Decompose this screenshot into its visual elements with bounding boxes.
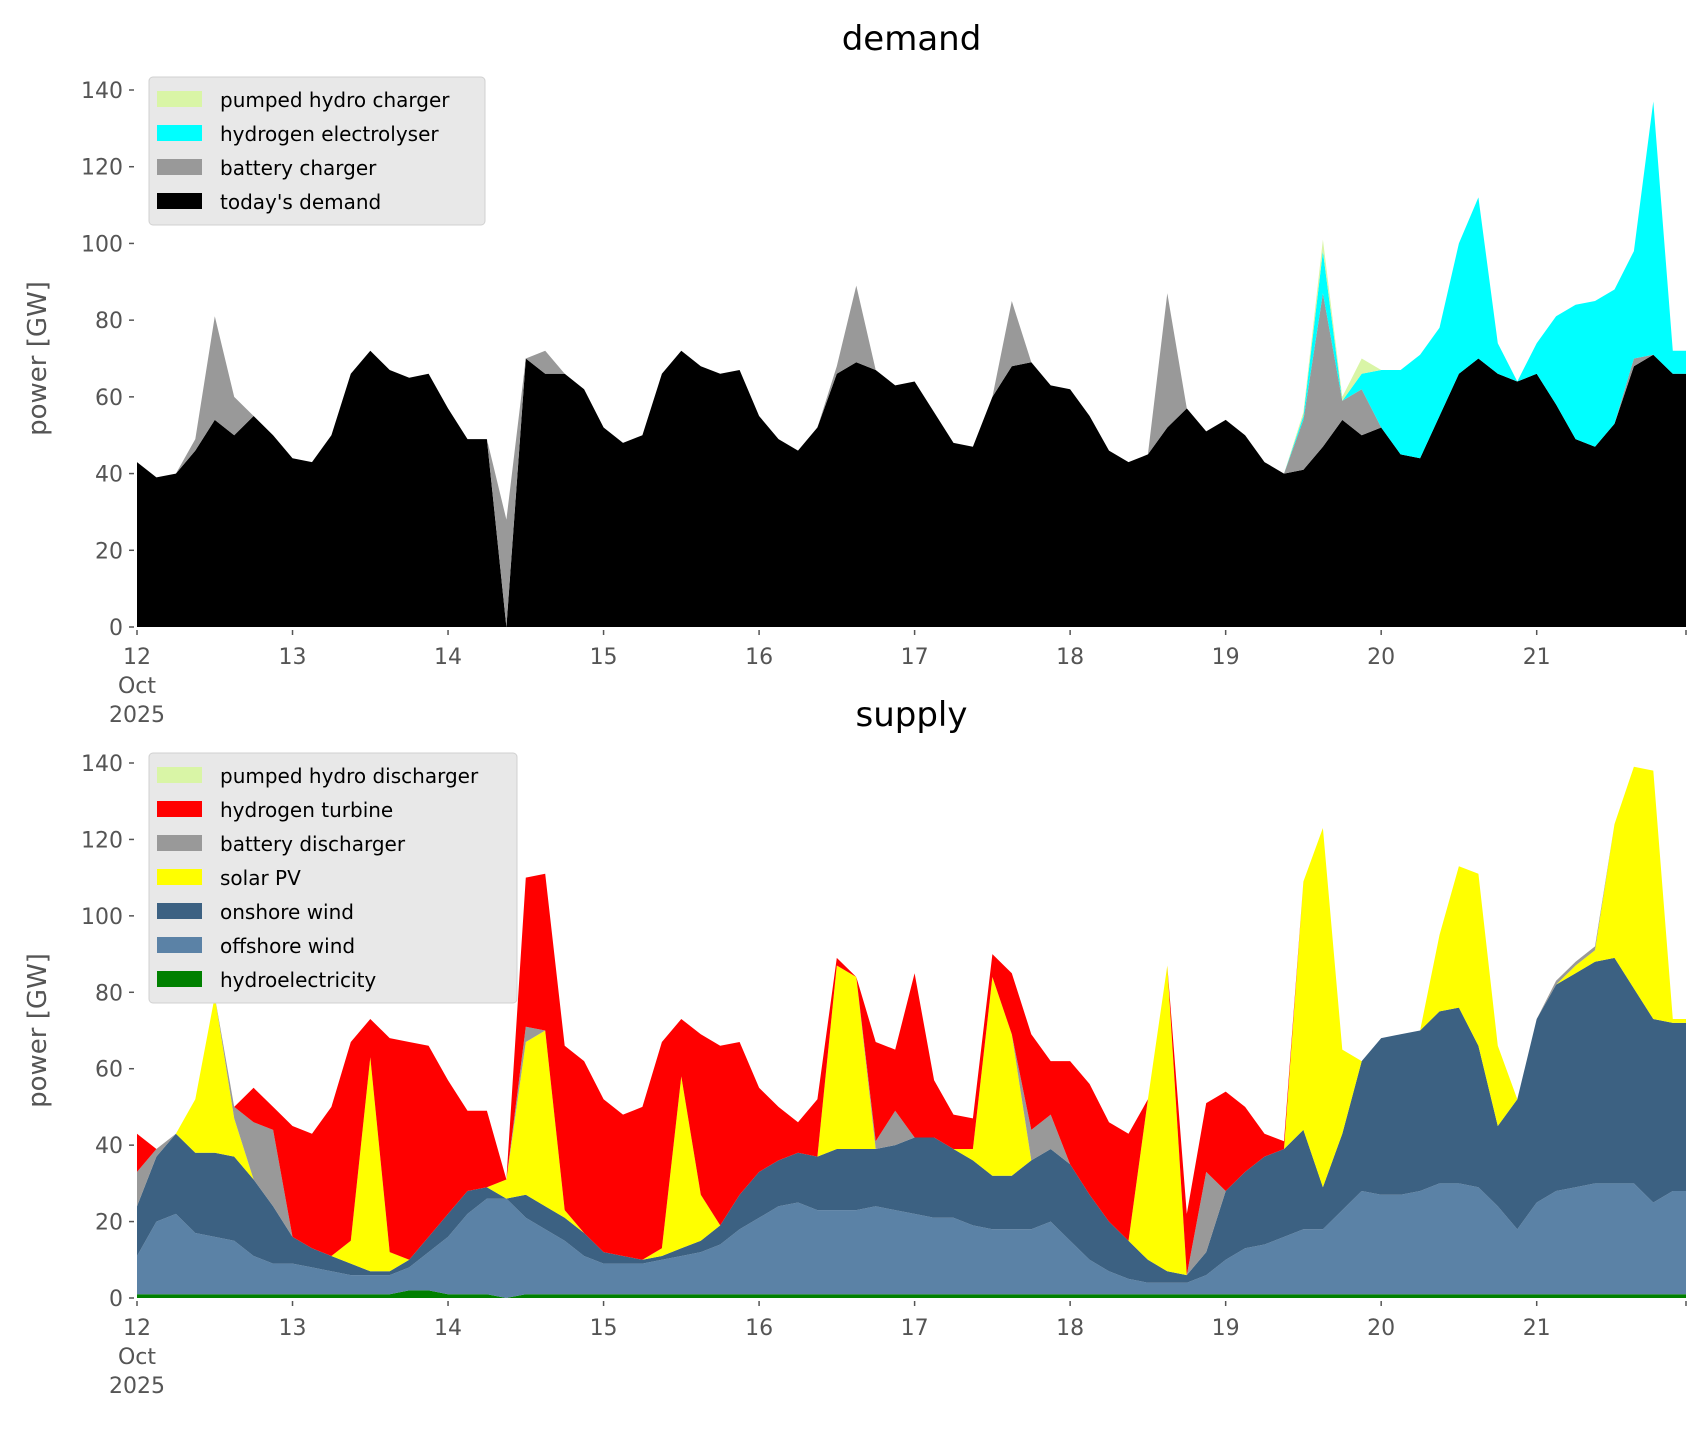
x-tick-label: 15 [590, 645, 618, 670]
legend: pumped hydro discharger hydrogen turbine b… [148, 752, 518, 1004]
x-tick-label: 12 [123, 1316, 151, 1341]
legend-item: solar PV [157, 866, 301, 890]
y-tick-label: 0 [109, 616, 123, 641]
y-axis-label: power [GW] [23, 953, 53, 1108]
legend-swatch [157, 903, 202, 919]
legend-label: battery charger [220, 156, 377, 180]
y-axis: 0 20 40 60 80 100 120 140 power [GW] [23, 752, 134, 1312]
legend-swatch [157, 125, 202, 141]
legend-label: hydrogen electrolyser [220, 122, 439, 146]
x-tick-label: 15 [590, 1316, 618, 1341]
area-offshore-wind [137, 1183, 1686, 1298]
chart-demand: demand 0 20 40 60 80 100 120 140 power [GW] 12 Oct 2… [23, 19, 1687, 728]
legend-swatch [157, 869, 202, 885]
y-tick-label: 100 [81, 905, 123, 930]
y-tick-label: 120 [81, 828, 123, 853]
legend-swatch [157, 91, 202, 107]
x-tick-label: 21 [1523, 645, 1551, 670]
legend-label: pumped hydro discharger [220, 764, 479, 788]
legend-item: today's demand [157, 190, 381, 214]
legend-label: hydrogen turbine [220, 798, 393, 822]
stacked-areas [137, 766, 1686, 1298]
legend-label: hydroelectricity [220, 968, 376, 992]
x-tick-label: 12 [123, 645, 151, 670]
x-tick-label: 16 [745, 1316, 773, 1341]
legend: pumped hydro charger hydrogen electrolyse… [148, 76, 486, 226]
legend-swatch [157, 971, 202, 987]
x-tick-label: Oct [118, 1345, 156, 1370]
legend-box [148, 76, 486, 226]
y-tick-label: 60 [95, 1058, 123, 1083]
x-tick-label: 2025 [109, 1374, 165, 1399]
x-tick-label: 19 [1212, 1316, 1240, 1341]
legend-item: hydrogen turbine [157, 798, 393, 822]
y-tick-label: 80 [95, 981, 123, 1006]
y-tick-label: 140 [81, 752, 123, 777]
y-tick-label: 40 [95, 463, 123, 488]
y-axis-label: power [GW] [23, 281, 53, 436]
x-tick-label: 18 [1056, 1316, 1084, 1341]
y-tick-label: 60 [95, 386, 123, 411]
x-tick-label: 2025 [109, 703, 165, 728]
legend-item: pumped hydro discharger [157, 764, 479, 788]
legend-swatch [157, 767, 202, 783]
x-tick-label: 17 [901, 645, 929, 670]
legend-label: pumped hydro charger [220, 88, 450, 112]
legend-swatch [157, 159, 202, 175]
x-tick-label: 14 [434, 1316, 462, 1341]
legend-label: offshore wind [220, 934, 355, 958]
x-tick-label: 20 [1367, 645, 1395, 670]
x-tick-label: 13 [279, 1316, 307, 1341]
area-hydrogen-turbine [137, 766, 1686, 1276]
legend-swatch [157, 937, 202, 953]
legend-box [148, 752, 518, 1004]
legend-item: offshore wind [157, 934, 355, 958]
legend-swatch [157, 801, 202, 817]
legend-swatch [157, 835, 202, 851]
legend-item: battery discharger [157, 832, 406, 856]
x-tick-label: 17 [901, 1316, 929, 1341]
x-axis: 12 Oct 2025 13 14 15 16 17 18 19 20 21 [109, 1301, 1687, 1399]
y-tick-label: 140 [81, 79, 123, 104]
legend-item: battery charger [157, 156, 377, 180]
x-axis: 12 Oct 2025 13 14 15 16 17 18 19 20 21 [109, 630, 1687, 728]
chart-title: supply [856, 695, 968, 735]
x-tick-label: 18 [1056, 645, 1084, 670]
x-tick-label: 20 [1367, 1316, 1395, 1341]
x-tick-label: 19 [1212, 645, 1240, 670]
y-tick-label: 40 [95, 1134, 123, 1159]
y-tick-label: 20 [95, 1211, 123, 1236]
area-solar-pv [137, 766, 1686, 1276]
legend-swatch [157, 193, 202, 209]
stacked-areas [137, 101, 1686, 627]
y-tick-label: 120 [81, 156, 123, 181]
legend-item: hydroelectricity [157, 968, 376, 992]
legend-item: onshore wind [157, 900, 354, 924]
x-tick-label: 13 [279, 645, 307, 670]
chart-supply: supply 0 20 40 60 80 100 120 140 power [GW] 12 Oct 2… [23, 695, 1687, 1399]
x-tick-label: Oct [118, 674, 156, 699]
x-tick-label: 16 [745, 645, 773, 670]
chart-title: demand [842, 19, 982, 59]
y-tick-label: 80 [95, 309, 123, 334]
y-tick-label: 20 [95, 539, 123, 564]
x-tick-label: 21 [1523, 1316, 1551, 1341]
area-onshore-wind [137, 957, 1686, 1283]
y-axis: 0 20 40 60 80 100 120 140 power [GW] [23, 79, 134, 641]
legend-label: battery discharger [220, 832, 406, 856]
legend-label: solar PV [220, 866, 301, 890]
area-today-s-demand [137, 350, 1686, 627]
legend-item: hydrogen electrolyser [157, 122, 439, 146]
legend-label: today's demand [220, 190, 381, 214]
y-tick-label: 100 [81, 232, 123, 257]
x-tick-label: 14 [434, 645, 462, 670]
legend-item: pumped hydro charger [157, 88, 450, 112]
legend-label: onshore wind [220, 900, 354, 924]
y-tick-label: 0 [109, 1287, 123, 1312]
